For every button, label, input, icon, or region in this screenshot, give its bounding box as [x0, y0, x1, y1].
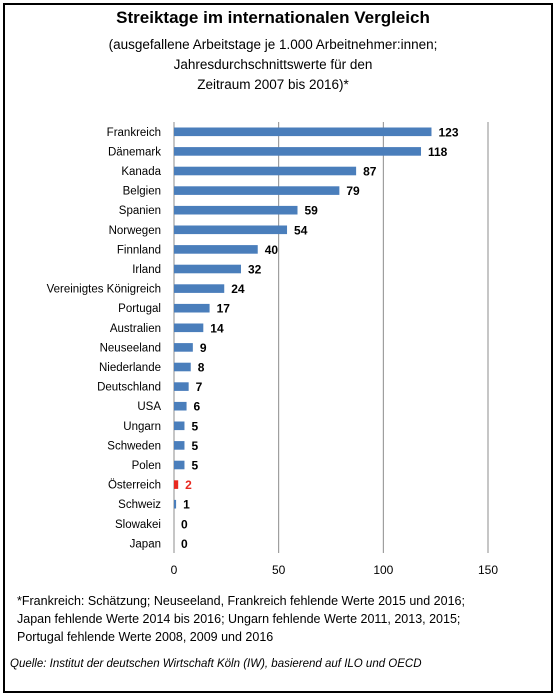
x-tick-label: 50	[272, 563, 286, 577]
data-label: 24	[231, 282, 245, 296]
source-note: Quelle: Institut der deutschen Wirtschaf…	[10, 658, 422, 670]
bar	[174, 186, 340, 195]
category-label: Kanada	[121, 166, 161, 178]
category-label: Irland	[132, 264, 161, 276]
data-label: 87	[363, 165, 377, 179]
bar	[174, 284, 225, 293]
data-label: 59	[305, 204, 319, 218]
category-label: Portugal	[118, 303, 161, 315]
subtitle-line-3: Zeitraum 2007 bis 2016)*	[197, 77, 349, 92]
data-label: 8	[198, 361, 205, 375]
category-label: Polen	[132, 460, 161, 472]
data-label: 17	[217, 302, 231, 316]
category-label: Japan	[130, 538, 161, 550]
bar	[174, 499, 177, 509]
category-label: USA	[137, 401, 161, 413]
category-label: Niederlande	[99, 362, 161, 374]
data-label: 14	[210, 321, 224, 335]
category-label: Australien	[110, 323, 161, 335]
category-label: Schweden	[107, 440, 161, 452]
category-label: Ungarn	[123, 421, 161, 433]
bar	[174, 362, 191, 372]
category-label: Vereinigtes Königreich	[47, 284, 161, 296]
category-label: Neuseeland	[100, 342, 161, 354]
data-label: 2	[185, 478, 192, 492]
data-label: 0	[181, 517, 188, 531]
category-label: Belgien	[123, 186, 161, 198]
data-label: 5	[191, 419, 198, 433]
bar	[174, 205, 298, 215]
bar	[174, 166, 357, 176]
chart-subtitle: (ausgefallene Arbeitstage je 1.000 Arbei…	[60, 35, 486, 95]
bar	[174, 303, 210, 313]
x-tick-label: 100	[373, 563, 393, 577]
footnote-line-3: Portugal fehlende Werte 2008, 2009 und 2…	[17, 630, 274, 644]
bar	[174, 480, 179, 489]
data-label: 7	[196, 380, 203, 394]
category-label: Österreich	[108, 480, 161, 492]
chart-frame	[3, 3, 553, 693]
bar	[174, 343, 193, 352]
data-label: 79	[346, 184, 360, 198]
data-label: 0	[181, 537, 188, 551]
category-label: Slowakei	[115, 519, 161, 531]
data-label: 5	[191, 439, 198, 453]
bar	[174, 147, 422, 156]
bar	[174, 225, 288, 235]
x-tick-label: 0	[171, 563, 178, 577]
subtitle-line-2: Jahresdurchschnittswerte für den	[173, 57, 373, 72]
category-label: Finnland	[117, 244, 161, 256]
category-label: Frankreich	[107, 127, 161, 139]
data-label: 118	[428, 145, 448, 159]
category-label: Norwegen	[109, 225, 161, 237]
bar	[174, 245, 258, 254]
chart-title: Streiktage im internationalen Vergleich	[116, 8, 430, 27]
bar	[174, 127, 432, 137]
data-label: 54	[294, 223, 308, 237]
bar	[174, 382, 189, 391]
bar	[174, 323, 204, 333]
bar	[174, 401, 187, 411]
data-label: 9	[200, 341, 207, 355]
subtitle-line-1: (ausgefallene Arbeitstage je 1.000 Arbei…	[108, 37, 438, 52]
footnote-line-2: Japan fehlende Werte 2014 bis 2016; Unga…	[17, 612, 461, 626]
bar	[174, 264, 241, 274]
x-tick-label: 150	[478, 563, 498, 577]
footnote: *Frankreich: Schätzung; Neuseeland, Fran…	[17, 592, 537, 646]
category-label: Dänemark	[108, 146, 161, 158]
data-label: 123	[438, 125, 458, 139]
data-label: 32	[248, 263, 262, 277]
bar	[174, 421, 185, 431]
bar	[174, 441, 185, 450]
data-label: 6	[194, 400, 201, 414]
category-label: Schweiz	[118, 499, 161, 511]
category-label: Spanien	[119, 205, 161, 217]
category-label: Deutschland	[97, 382, 161, 394]
footnote-line-1: *Frankreich: Schätzung; Neuseeland, Fran…	[17, 594, 465, 608]
data-label: 1	[183, 498, 190, 512]
data-label: 5	[191, 459, 198, 473]
bar	[174, 460, 185, 470]
data-label: 40	[265, 243, 279, 257]
